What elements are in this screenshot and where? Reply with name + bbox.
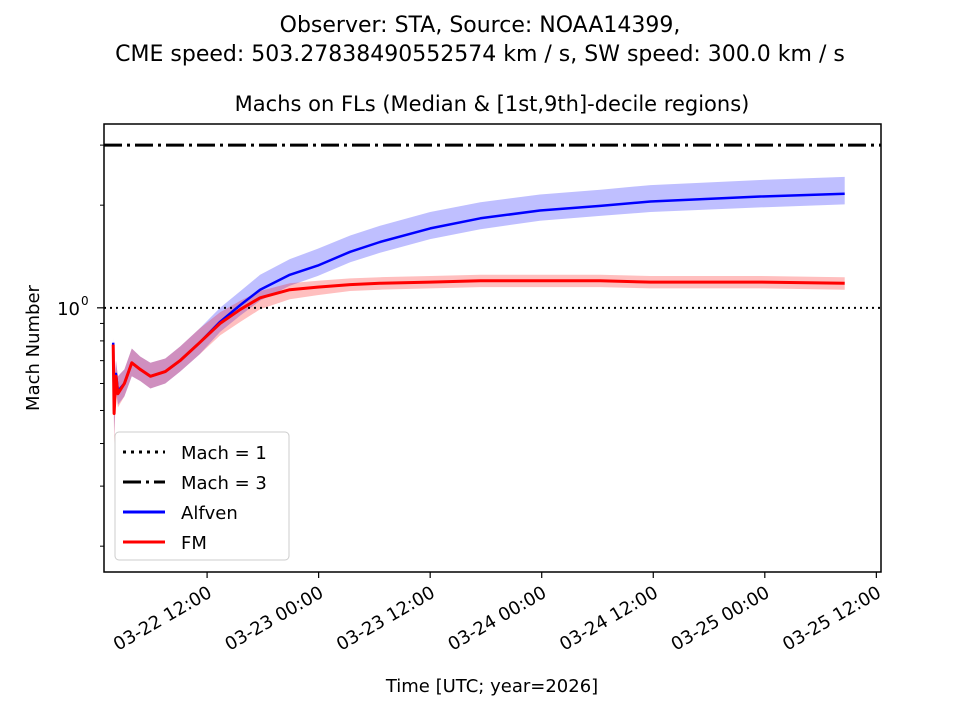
y-tick-exponent: 0 xyxy=(81,294,89,308)
legend-label: Mach = 3 xyxy=(181,473,267,494)
suptitle-line1: Observer: STA, Source: NOAA14399, xyxy=(280,13,681,38)
x-tick-label: 03-23 12:00 xyxy=(333,582,439,655)
suptitle-line2: CME speed: 503.27838490552574 km / s, SW… xyxy=(115,42,845,67)
legend-label: Mach = 1 xyxy=(181,443,267,464)
y-axis-label: Mach Number xyxy=(23,284,44,410)
legend-box xyxy=(114,431,290,561)
x-tick-label: 03-25 12:00 xyxy=(779,582,885,655)
plot-frame xyxy=(103,123,882,573)
x-axis-label: Time [UTC; year=2026] xyxy=(385,676,598,697)
y-tick-label: 10 xyxy=(57,299,80,320)
legend-label: Alfven xyxy=(181,503,238,524)
x-tick-label: 03-24 00:00 xyxy=(445,582,551,655)
x-tick-label: 03-24 12:00 xyxy=(556,582,662,655)
chart-title: Machs on FLs (Median & [1st,9th]-decile … xyxy=(235,92,750,116)
x-tick-label: 03-23 00:00 xyxy=(221,582,327,655)
band-fm xyxy=(113,274,845,444)
band-alfven xyxy=(113,176,845,437)
x-tick-label: 03-25 00:00 xyxy=(668,582,774,655)
legend: Mach = 1 Mach = 3 Alfven FM xyxy=(114,431,290,561)
line-fm xyxy=(111,279,845,415)
legend-label: FM xyxy=(181,533,207,554)
x-tick-label: 03-22 12:00 xyxy=(110,582,216,655)
